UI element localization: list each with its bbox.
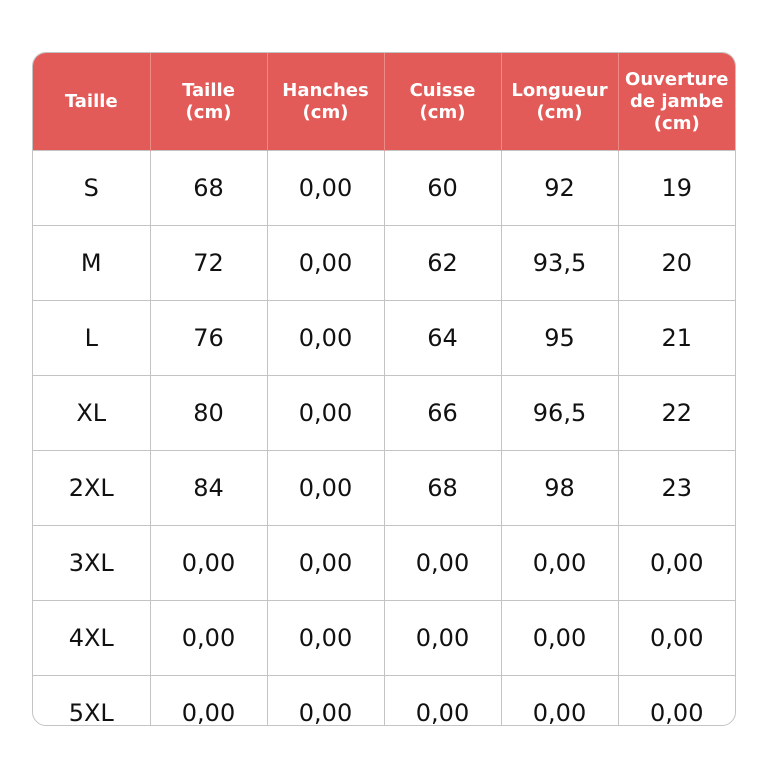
measurement-cell: 0,00: [501, 525, 619, 601]
size-table: Taille Taille (cm) Hanches (cm) Cuisse (cm) Lon…: [33, 53, 735, 725]
measurement-cell: 95: [501, 300, 619, 376]
measurement-cell: 0,00: [267, 225, 385, 301]
measurement-cell: 64: [384, 300, 502, 376]
column-header-text: (cm): [302, 101, 349, 123]
measurement-cell: 0,00: [267, 525, 385, 601]
column-header-text: Ouverture: [625, 68, 729, 90]
column-header-text: (cm): [536, 101, 583, 123]
measurement-cell: 19: [618, 150, 735, 226]
table-row: XL 80 0,00 66 96,5 22: [33, 375, 735, 451]
measurement-cell: 98: [501, 450, 619, 526]
measurement-cell: 0,00: [618, 675, 735, 725]
size-cell: XL: [33, 375, 151, 451]
column-header-text: Longueur: [511, 79, 608, 101]
measurement-cell: 0,00: [150, 525, 268, 601]
measurement-cell: 92: [501, 150, 619, 226]
measurement-cell: 0,00: [267, 450, 385, 526]
size-cell: 5XL: [33, 675, 151, 725]
column-header-text: Taille: [182, 79, 235, 101]
measurement-cell: 0,00: [384, 600, 502, 676]
measurement-cell: 60: [384, 150, 502, 226]
column-header-text: Cuisse: [409, 79, 476, 101]
column-header-text: Taille: [64, 90, 118, 112]
table-row: 5XL 0,00 0,00 0,00 0,00 0,00: [33, 675, 735, 725]
measurement-cell: 93,5: [501, 225, 619, 301]
measurement-cell: 0,00: [267, 150, 385, 226]
size-cell: S: [33, 150, 151, 226]
table-row: S 68 0,00 60 92 19: [33, 150, 735, 226]
column-header-text: (cm): [185, 101, 232, 123]
size-chart: Taille Taille (cm) Hanches (cm) Cuisse (cm) Lon…: [32, 52, 736, 726]
column-header: Ouverture de jambe (cm): [618, 53, 735, 151]
measurement-cell: 68: [384, 450, 502, 526]
measurement-cell: 66: [384, 375, 502, 451]
column-header: Taille (cm): [150, 53, 268, 151]
measurement-cell: 0,00: [501, 600, 619, 676]
measurement-cell: 0,00: [618, 525, 735, 601]
table-row: 3XL 0,00 0,00 0,00 0,00 0,00: [33, 525, 735, 601]
header-row: Taille Taille (cm) Hanches (cm) Cuisse (cm) Lon…: [33, 53, 735, 151]
measurement-cell: 0,00: [267, 675, 385, 725]
column-header: Cuisse (cm): [384, 53, 502, 151]
size-cell: L: [33, 300, 151, 376]
size-cell: 3XL: [33, 525, 151, 601]
table-row: L 76 0,00 64 95 21: [33, 300, 735, 376]
measurement-cell: 23: [618, 450, 735, 526]
size-cell: M: [33, 225, 151, 301]
measurement-cell: 96,5: [501, 375, 619, 451]
column-header: Longueur (cm): [501, 53, 619, 151]
column-header-text: de jambe: [629, 90, 724, 112]
column-header-text: Hanches: [282, 79, 369, 101]
column-header-text: (cm): [419, 101, 466, 123]
table-row: 4XL 0,00 0,00 0,00 0,00 0,00: [33, 600, 735, 676]
measurement-cell: 0,00: [150, 675, 268, 725]
measurement-cell: 21: [618, 300, 735, 376]
measurement-cell: 84: [150, 450, 268, 526]
table-row: M 72 0,00 62 93,5 20: [33, 225, 735, 301]
size-cell: 4XL: [33, 600, 151, 676]
measurement-cell: 0,00: [267, 300, 385, 376]
measurement-cell: 20: [618, 225, 735, 301]
table-row: 2XL 84 0,00 68 98 23: [33, 450, 735, 526]
measurement-cell: 0,00: [267, 375, 385, 451]
measurement-cell: 76: [150, 300, 268, 376]
column-header: Hanches (cm): [267, 53, 385, 151]
size-cell: 2XL: [33, 450, 151, 526]
measurement-cell: 22: [618, 375, 735, 451]
measurement-cell: 62: [384, 225, 502, 301]
measurement-cell: 0,00: [384, 675, 502, 725]
column-header: Taille: [33, 53, 151, 151]
measurement-cell: 72: [150, 225, 268, 301]
measurement-cell: 0,00: [618, 600, 735, 676]
column-header-text: (cm): [653, 112, 700, 134]
measurement-cell: 80: [150, 375, 268, 451]
measurement-cell: 68: [150, 150, 268, 226]
measurement-cell: 0,00: [384, 525, 502, 601]
measurement-cell: 0,00: [267, 600, 385, 676]
measurement-cell: 0,00: [501, 675, 619, 725]
measurement-cell: 0,00: [150, 600, 268, 676]
